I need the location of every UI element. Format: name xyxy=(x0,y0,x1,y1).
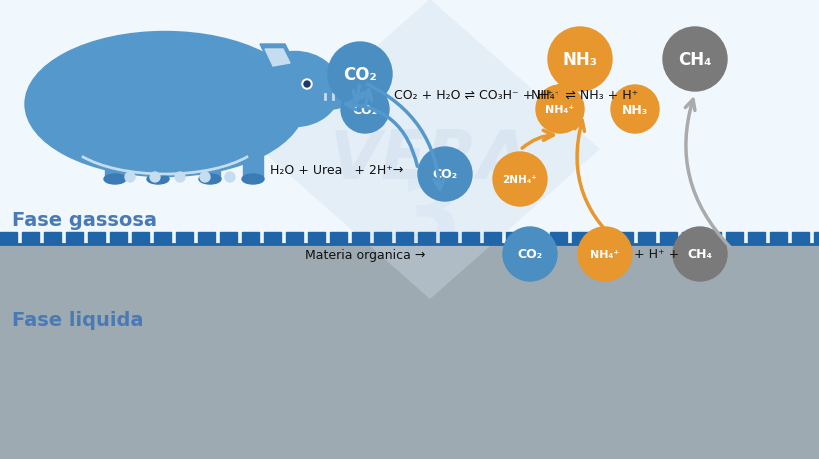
Circle shape xyxy=(418,148,472,202)
Ellipse shape xyxy=(199,174,221,185)
Circle shape xyxy=(610,86,658,134)
Circle shape xyxy=(124,173,135,183)
Bar xyxy=(615,233,632,245)
Circle shape xyxy=(304,82,310,88)
Ellipse shape xyxy=(242,174,264,185)
Bar xyxy=(461,233,478,245)
Text: + H⁺ +: + H⁺ + xyxy=(633,248,678,261)
Text: CO₂: CO₂ xyxy=(432,168,457,181)
Ellipse shape xyxy=(250,52,340,127)
Bar xyxy=(637,233,654,245)
Bar xyxy=(593,233,610,245)
Bar xyxy=(747,233,764,245)
Ellipse shape xyxy=(25,33,305,177)
Bar xyxy=(154,233,171,245)
Text: CH₄: CH₄ xyxy=(686,248,712,261)
Bar xyxy=(132,233,149,245)
Bar xyxy=(105,130,124,179)
Bar xyxy=(0,233,17,245)
Bar xyxy=(219,233,237,245)
Polygon shape xyxy=(260,45,295,70)
Ellipse shape xyxy=(200,70,279,130)
Bar xyxy=(110,233,127,245)
Circle shape xyxy=(502,228,556,281)
Text: Materia organica →: Materia organica → xyxy=(305,248,425,261)
Text: CO₂: CO₂ xyxy=(517,248,542,261)
Circle shape xyxy=(536,86,583,134)
Text: CO₂: CO₂ xyxy=(352,103,377,116)
Bar xyxy=(308,233,324,245)
Text: NH₄⁺: NH₄⁺ xyxy=(590,249,619,259)
Circle shape xyxy=(663,28,726,92)
Text: CH₄: CH₄ xyxy=(677,51,711,69)
Text: NH₄⁺ ⇌ NH₃ + H⁺: NH₄⁺ ⇌ NH₃ + H⁺ xyxy=(531,89,637,102)
Bar xyxy=(396,233,413,245)
Bar xyxy=(483,233,500,245)
Circle shape xyxy=(341,86,388,134)
Ellipse shape xyxy=(315,86,347,110)
Circle shape xyxy=(174,173,185,183)
Bar xyxy=(769,233,786,245)
Circle shape xyxy=(577,228,631,281)
Text: NH₃: NH₃ xyxy=(562,51,597,69)
Bar xyxy=(704,233,720,245)
Ellipse shape xyxy=(147,174,169,185)
Bar xyxy=(725,233,742,245)
Polygon shape xyxy=(265,50,290,67)
Text: 2NH₄⁺: 2NH₄⁺ xyxy=(502,174,536,185)
Circle shape xyxy=(492,153,546,207)
Bar xyxy=(242,130,263,179)
Bar xyxy=(200,130,219,179)
Bar xyxy=(66,233,83,245)
Bar xyxy=(373,233,391,245)
Bar xyxy=(329,233,346,245)
Circle shape xyxy=(224,173,235,183)
Bar xyxy=(659,233,676,245)
Circle shape xyxy=(200,173,210,183)
Circle shape xyxy=(672,228,726,281)
Circle shape xyxy=(301,80,311,90)
Text: Fase liquida: Fase liquida xyxy=(12,310,143,329)
Bar xyxy=(813,233,819,245)
Bar xyxy=(242,233,259,245)
Bar xyxy=(286,233,303,245)
Bar xyxy=(22,233,39,245)
Bar xyxy=(505,233,523,245)
Bar xyxy=(0,245,819,459)
Text: NH₄⁺: NH₄⁺ xyxy=(545,105,574,115)
Bar xyxy=(351,233,369,245)
Circle shape xyxy=(547,28,611,92)
Bar xyxy=(791,233,808,245)
Bar xyxy=(0,0,819,245)
Bar xyxy=(527,233,545,245)
Polygon shape xyxy=(260,0,600,299)
Bar xyxy=(176,233,192,245)
Text: H₂O + Urea   + 2H⁺→: H₂O + Urea + 2H⁺→ xyxy=(269,163,403,176)
Ellipse shape xyxy=(104,174,126,185)
Text: NH₃: NH₃ xyxy=(621,103,647,116)
Bar xyxy=(418,233,434,245)
Bar xyxy=(572,233,588,245)
Bar xyxy=(440,233,456,245)
Text: Fase gassosa: Fase gassosa xyxy=(12,210,156,229)
Text: VERA: VERA xyxy=(329,127,529,193)
Circle shape xyxy=(150,173,160,183)
Bar xyxy=(88,233,105,245)
Circle shape xyxy=(328,43,391,107)
Bar xyxy=(681,233,698,245)
Bar xyxy=(197,233,215,245)
Bar xyxy=(550,233,566,245)
Bar xyxy=(264,233,281,245)
Text: 3: 3 xyxy=(398,176,461,263)
Bar xyxy=(147,130,168,179)
Text: CO₂: CO₂ xyxy=(342,66,377,84)
Bar xyxy=(44,233,61,245)
Text: CO₂ + H₂O ⇌ CO₃H⁻ + H⁺: CO₂ + H₂O ⇌ CO₃H⁻ + H⁺ xyxy=(393,89,553,102)
